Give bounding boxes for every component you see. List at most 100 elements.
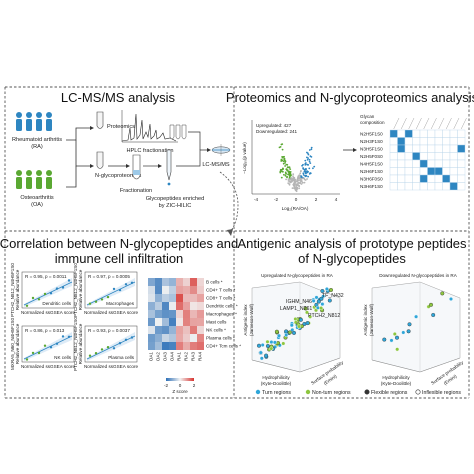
- volcano-point: [309, 155, 312, 158]
- corr-point: [124, 283, 128, 286]
- glycan-cell: [427, 167, 436, 176]
- heatmap-cell: [148, 286, 155, 294]
- volcano-point: [308, 173, 311, 175]
- corr-point: [37, 351, 41, 355]
- volcano-point: [303, 181, 306, 184]
- glycan-cell: [412, 152, 421, 161]
- glycan-cell: [404, 144, 413, 153]
- corr-xlabel: Normalized ssGSEA score: [21, 310, 76, 315]
- heatmap-cell: [197, 342, 204, 350]
- volcano-point: [302, 174, 305, 176]
- heatmap-row-label: CD4+ T cells *: [206, 288, 236, 293]
- heatmap-cell: [183, 326, 190, 334]
- heatmap-cell: [197, 278, 204, 286]
- antigenic-points-up: [257, 287, 334, 361]
- zscore-tick: 2: [193, 383, 196, 388]
- ra-people-icon: [16, 112, 52, 131]
- volcano-point: [285, 163, 288, 166]
- glycan-cell: [457, 174, 466, 183]
- volcano-point: [302, 172, 305, 175]
- antigenic-point: [406, 329, 411, 334]
- corr-stat: R = 0.95, p = 0.0011: [25, 274, 67, 279]
- corr-ylabel-peptide: MXRA5_N60_N4H5F1S0: [10, 318, 15, 371]
- heatmap-row-label: NK cells *: [206, 328, 226, 333]
- volcano-upregulated: Upregulated: 427: [256, 123, 292, 128]
- glycan-cell: [449, 167, 458, 176]
- heatmap-cell: [162, 326, 169, 334]
- volcano-point: [295, 184, 298, 187]
- heatmap-cell: [155, 326, 162, 334]
- legend-marker: [255, 389, 261, 395]
- heatmap-col-label: RA4: [198, 352, 203, 361]
- volcano-point: [284, 165, 286, 167]
- volcano-point: [289, 171, 292, 173]
- volcano-point: [291, 187, 294, 190]
- glycan-cell: [389, 144, 398, 153]
- volcano-point: [307, 164, 310, 166]
- corr-point: [118, 288, 122, 292]
- heatmap-cell: [162, 342, 169, 350]
- fractionation-label: Fractionation: [120, 188, 152, 194]
- glycan-cell: [419, 137, 428, 146]
- glycan-cell: [442, 174, 451, 183]
- legend-label: Turn regions: [262, 390, 291, 396]
- volcano-xtick: -2: [274, 197, 279, 202]
- antigenic-point: [265, 344, 270, 349]
- immune-heatmap: B cells * CD4+ T cells * CD8+ T cells * Den…: [148, 278, 241, 394]
- corr-point: [49, 346, 53, 349]
- volcano-point: [295, 186, 298, 189]
- volcano-point: [280, 176, 283, 179]
- antigenic-point: [319, 296, 324, 301]
- heatmap-cell: [169, 334, 176, 342]
- heatmap-cell: [197, 294, 204, 302]
- volcano-point: [305, 172, 307, 175]
- corr-ci-band: [87, 278, 135, 307]
- volcano-point: [288, 178, 291, 181]
- heatmap-cell: [176, 318, 183, 326]
- glycan-grid: [389, 117, 467, 191]
- glycan-cell: [397, 167, 406, 176]
- heatmap-cell: [155, 342, 162, 350]
- antigenic-point: [320, 289, 325, 294]
- corr-point: [25, 304, 29, 307]
- heatmap-cell: [176, 310, 183, 318]
- glycan-cell: [434, 137, 443, 146]
- heatmap-cell: [162, 302, 169, 310]
- ra-abbr: (RA): [31, 144, 43, 150]
- glycan-cell: [457, 137, 466, 146]
- volcano-point: [287, 166, 289, 169]
- corr-stat: R = 0.86, p = 0.013: [25, 328, 65, 333]
- glycan-cell: [442, 129, 451, 138]
- antigenic-x-label-1: Hydrophilicity: [262, 375, 290, 380]
- corr-point: [43, 344, 47, 347]
- antigenic-point: [298, 317, 303, 322]
- peptide-label: TF_N432: [322, 293, 344, 299]
- glycan-cell: [412, 144, 421, 153]
- heatmap-col-label: OA2: [156, 352, 161, 362]
- glycan-cell: [427, 129, 436, 138]
- heatmap-cell: [162, 286, 169, 294]
- heatmap-cell: [176, 334, 183, 342]
- glycan-cell: [434, 129, 443, 138]
- heatmap-row-labels: B cells * CD4+ T cells * CD8+ T cells * Den…: [206, 280, 241, 349]
- corr-point: [31, 296, 35, 300]
- antigenic-point: [257, 343, 262, 348]
- corr-point: [130, 281, 134, 284]
- antigenic-point: [269, 346, 274, 351]
- volcano-point: [288, 174, 291, 177]
- glycan-cell: [442, 137, 451, 146]
- glycan-cell: [457, 182, 466, 191]
- glycan-cell: [404, 182, 413, 191]
- corr-ylabel-peptide: PTCH2_N812_N4H5F1S0: [73, 263, 78, 317]
- antigenic-point: [449, 297, 454, 302]
- antigenic-point: [272, 340, 277, 345]
- glycan-cell: [397, 129, 406, 138]
- glyco-enriched-label-2: by ZIC-HILIC: [159, 203, 192, 209]
- antigenic-point: [389, 338, 394, 343]
- antigenic-right-title: Downregulated N-glycopeptides in RA: [379, 273, 458, 278]
- volcano-point: [293, 184, 296, 186]
- volcano-point: [286, 169, 289, 172]
- glycan-cell: [457, 159, 466, 168]
- antigenic-point: [319, 306, 324, 311]
